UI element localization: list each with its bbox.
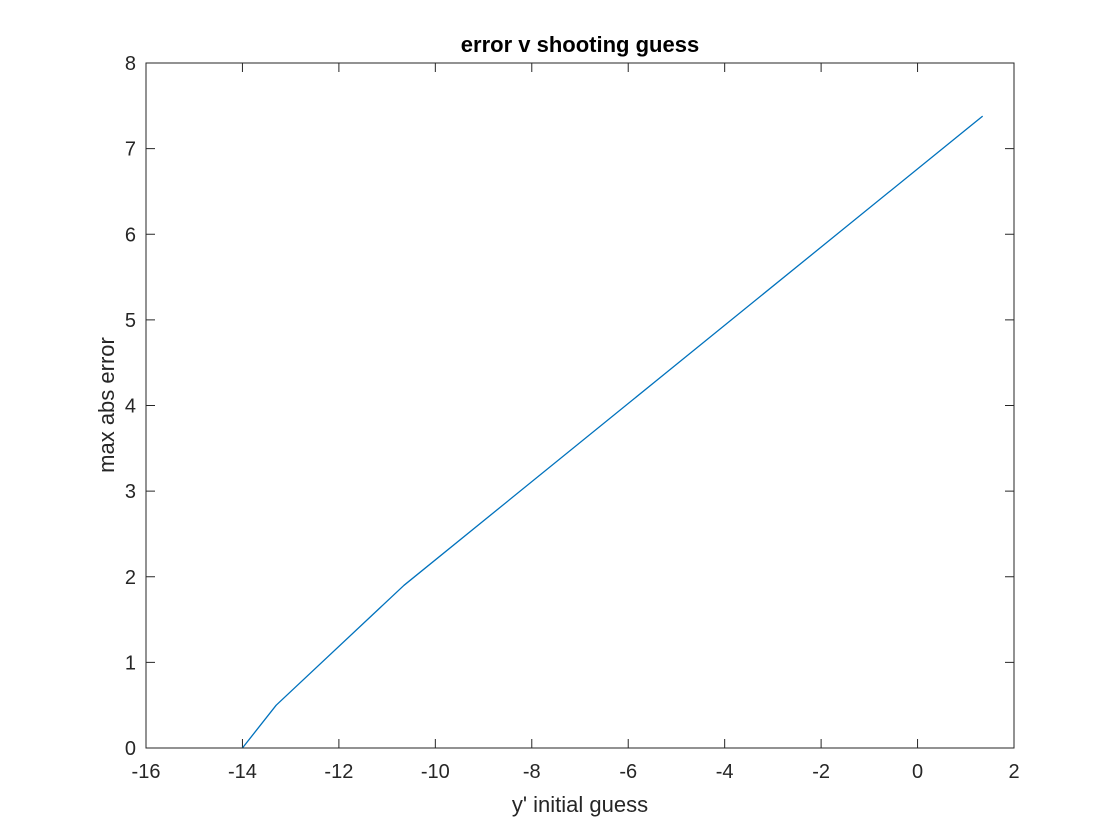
y-tick-label: 7: [125, 139, 136, 161]
series-line-0: [241, 115, 984, 749]
chart-title: error v shooting guess: [461, 32, 699, 57]
x-tick-label: -4: [716, 761, 734, 783]
tick-labels-group: -16 -14 -12 -10 -8 -6 -4 -2 0 2 0 1 2 3 4 5 6 7 8: [125, 53, 1020, 783]
y-tick-label: 6: [125, 224, 136, 246]
x-tick-label: -10: [421, 761, 450, 783]
y-tick-label: 8: [125, 53, 136, 75]
x-axis-label: y' initial guess: [512, 792, 648, 817]
x-tick-label: -14: [228, 761, 257, 783]
x-tick-label: -2: [812, 761, 830, 783]
y-tick-label: 4: [125, 396, 136, 418]
axes-background: [146, 63, 1014, 748]
series-group: [241, 115, 984, 749]
x-tick-label: -6: [619, 761, 637, 783]
x-tick-label: 2: [1008, 761, 1019, 783]
x-tick-label: -12: [324, 761, 353, 783]
y-axis-label: max abs error: [94, 337, 119, 473]
axes-box: [145, 62, 1015, 749]
y-tick-label: 3: [125, 481, 136, 503]
x-tick-label: 0: [912, 761, 923, 783]
x-tick-label: -8: [523, 761, 541, 783]
y-tick-label: 2: [125, 567, 136, 589]
y-tick-label: 1: [125, 652, 136, 674]
y-tick-label: 5: [125, 310, 136, 332]
x-tick-label: -16: [132, 761, 161, 783]
y-tick-label: 0: [125, 738, 136, 760]
